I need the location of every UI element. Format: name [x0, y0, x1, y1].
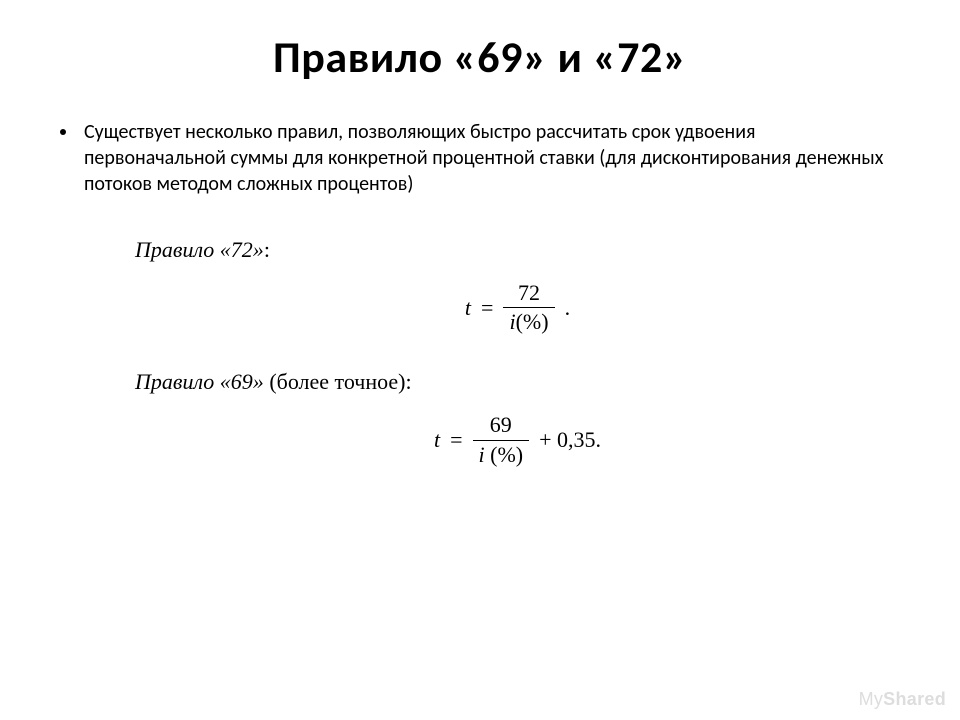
rule-69-formula: t = 69 i (%) + 0,35. — [135, 413, 900, 466]
fraction-69: 69 i (%) — [473, 413, 530, 466]
fraction-72: 72 i(%) — [503, 281, 554, 334]
tail-69: + 0,35. — [539, 427, 601, 453]
equals-sign-69: = — [450, 427, 462, 453]
denom-rest-72: (%) — [516, 309, 549, 334]
bullet-text: Существует несколько правил, позволяющих… — [84, 119, 900, 197]
equals-sign: = — [481, 295, 493, 321]
t-symbol-69: t — [434, 427, 440, 453]
rule-69-label-italic: Правило «69» — [135, 369, 264, 394]
slide-title: Правило «69» и «72» — [60, 30, 900, 84]
numerator-72: 72 — [512, 281, 546, 307]
t-symbol: t — [465, 295, 471, 321]
rule-72-label-tail: : — [264, 237, 270, 262]
rule-69-label-rest: (более точное): — [264, 369, 412, 394]
denom-rest-69: (%) — [485, 442, 523, 467]
rule-69-section: Правило «69» (более точное): t = 69 i (%… — [135, 369, 900, 466]
rule-72-label: Правило «72»: — [135, 237, 900, 263]
numerator-69: 69 — [484, 413, 518, 439]
rule-72-label-italic: Правило «72» — [135, 237, 264, 262]
watermark-shared: Shared — [883, 689, 946, 709]
rule-69-label: Правило «69» (более точное): — [135, 369, 900, 395]
denominator-69: i (%) — [473, 440, 530, 467]
watermark-my: My — [859, 689, 884, 709]
bullet-dot-icon — [60, 129, 66, 135]
rule-72-section: Правило «72»: t = 72 i(%) . — [135, 237, 900, 334]
watermark: MyShared — [859, 689, 946, 710]
bullet-item: Существует несколько правил, позволяющих… — [60, 119, 900, 197]
slide-container: Правило «69» и «72» Существует несколько… — [0, 0, 960, 532]
denominator-72: i(%) — [503, 307, 554, 334]
period-72: . — [565, 295, 571, 321]
rule-72-formula: t = 72 i(%) . — [135, 281, 900, 334]
